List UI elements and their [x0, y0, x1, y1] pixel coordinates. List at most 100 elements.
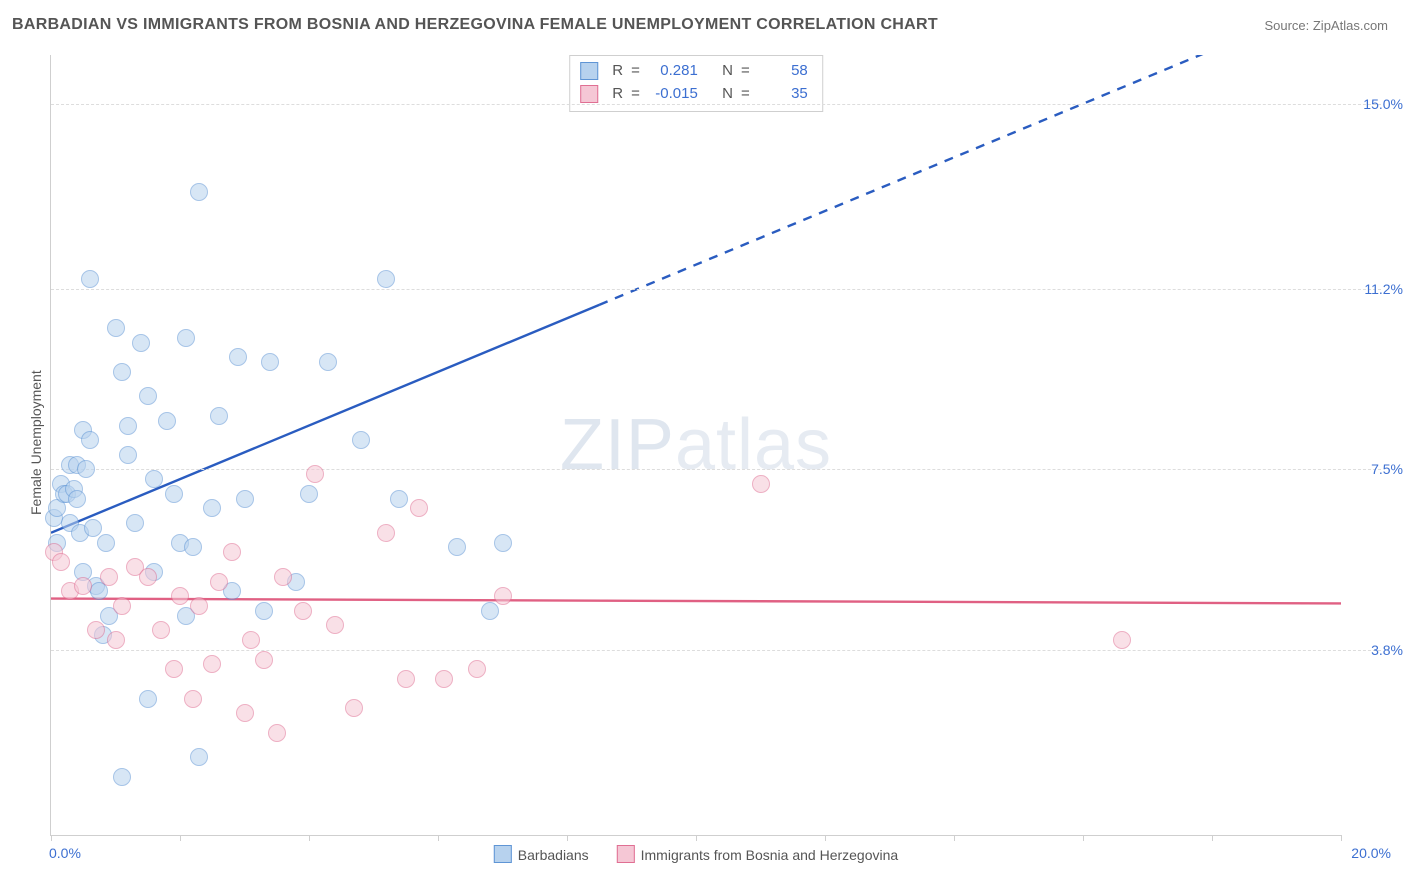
data-point	[171, 587, 189, 605]
data-point	[468, 660, 486, 678]
x-tick	[1212, 835, 1213, 841]
data-point	[68, 490, 86, 508]
data-point	[84, 519, 102, 537]
data-point	[81, 431, 99, 449]
data-point	[268, 724, 286, 742]
x-tick	[567, 835, 568, 841]
data-point	[255, 602, 273, 620]
data-point	[345, 699, 363, 717]
chart-title: BARBADIAN VS IMMIGRANTS FROM BOSNIA AND …	[12, 16, 938, 34]
legend-swatch-2	[617, 845, 635, 863]
data-point	[119, 446, 137, 464]
source-label: Source: ZipAtlas.com	[1264, 18, 1388, 33]
data-point	[377, 270, 395, 288]
stats-row-1: R = 0.281 N = 58	[580, 60, 808, 83]
watermark-thin: atlas	[675, 405, 832, 485]
data-point	[126, 514, 144, 532]
legend-item-1: Barbadians	[494, 845, 589, 863]
watermark: ZIPatlas	[560, 404, 832, 486]
data-point	[236, 490, 254, 508]
data-point	[77, 460, 95, 478]
watermark-bold: ZIP	[560, 405, 675, 485]
y-axis-label: Female Unemployment	[28, 370, 44, 515]
data-point	[113, 363, 131, 381]
gridline	[51, 650, 1381, 651]
data-point	[165, 485, 183, 503]
data-point	[184, 690, 202, 708]
data-point	[390, 490, 408, 508]
data-point	[410, 499, 428, 517]
y-tick-label: 7.5%	[1371, 461, 1403, 477]
data-point	[306, 465, 324, 483]
x-axis-end-label: 20.0%	[1351, 845, 1391, 861]
data-point	[190, 597, 208, 615]
data-point	[81, 270, 99, 288]
data-point	[139, 568, 157, 586]
scatter-plot: ZIPatlas R = 0.281 N = 58 R = -0.015 N =…	[50, 55, 1341, 836]
data-point	[113, 597, 131, 615]
data-point	[107, 319, 125, 337]
data-point	[294, 602, 312, 620]
x-tick	[309, 835, 310, 841]
data-point	[242, 631, 260, 649]
y-tick-label: 11.2%	[1364, 281, 1403, 297]
data-point	[210, 407, 228, 425]
swatch-series-1	[580, 62, 598, 80]
data-point	[377, 524, 395, 542]
x-tick	[51, 835, 52, 841]
data-point	[52, 553, 70, 571]
legend: Barbadians Immigrants from Bosnia and He…	[494, 845, 898, 863]
data-point	[145, 470, 163, 488]
data-point	[223, 543, 241, 561]
gridline	[51, 104, 1381, 105]
data-point	[158, 412, 176, 430]
data-point	[300, 485, 318, 503]
x-tick	[180, 835, 181, 841]
data-point	[255, 651, 273, 669]
data-point	[274, 568, 292, 586]
data-point	[139, 387, 157, 405]
data-point	[190, 183, 208, 201]
data-point	[74, 577, 92, 595]
legend-item-2: Immigrants from Bosnia and Herzegovina	[617, 845, 899, 863]
x-tick	[954, 835, 955, 841]
data-point	[210, 573, 228, 591]
y-tick-label: 15.0%	[1363, 96, 1403, 112]
data-point	[97, 534, 115, 552]
data-point	[397, 670, 415, 688]
data-point	[319, 353, 337, 371]
data-point	[132, 334, 150, 352]
data-point	[229, 348, 247, 366]
data-point	[100, 568, 118, 586]
x-tick	[696, 835, 697, 841]
data-point	[139, 690, 157, 708]
data-point	[352, 431, 370, 449]
x-tick	[1083, 835, 1084, 841]
legend-swatch-1	[494, 845, 512, 863]
data-point	[87, 621, 105, 639]
data-point	[190, 748, 208, 766]
gridline	[51, 289, 1381, 290]
data-point	[203, 655, 221, 673]
data-point	[152, 621, 170, 639]
stats-row-2: R = -0.015 N = 35	[580, 83, 808, 106]
data-point	[177, 329, 195, 347]
data-point	[203, 499, 221, 517]
data-point	[752, 475, 770, 493]
data-point	[107, 631, 125, 649]
data-point	[184, 538, 202, 556]
swatch-series-2	[580, 85, 598, 103]
data-point	[494, 534, 512, 552]
data-point	[119, 417, 137, 435]
y-tick-label: 3.8%	[1371, 642, 1403, 658]
x-tick	[438, 835, 439, 841]
data-point	[448, 538, 466, 556]
x-tick	[1341, 835, 1342, 841]
data-point	[1113, 631, 1131, 649]
data-point	[494, 587, 512, 605]
data-point	[113, 768, 131, 786]
data-point	[165, 660, 183, 678]
data-point	[435, 670, 453, 688]
data-point	[261, 353, 279, 371]
data-point	[481, 602, 499, 620]
